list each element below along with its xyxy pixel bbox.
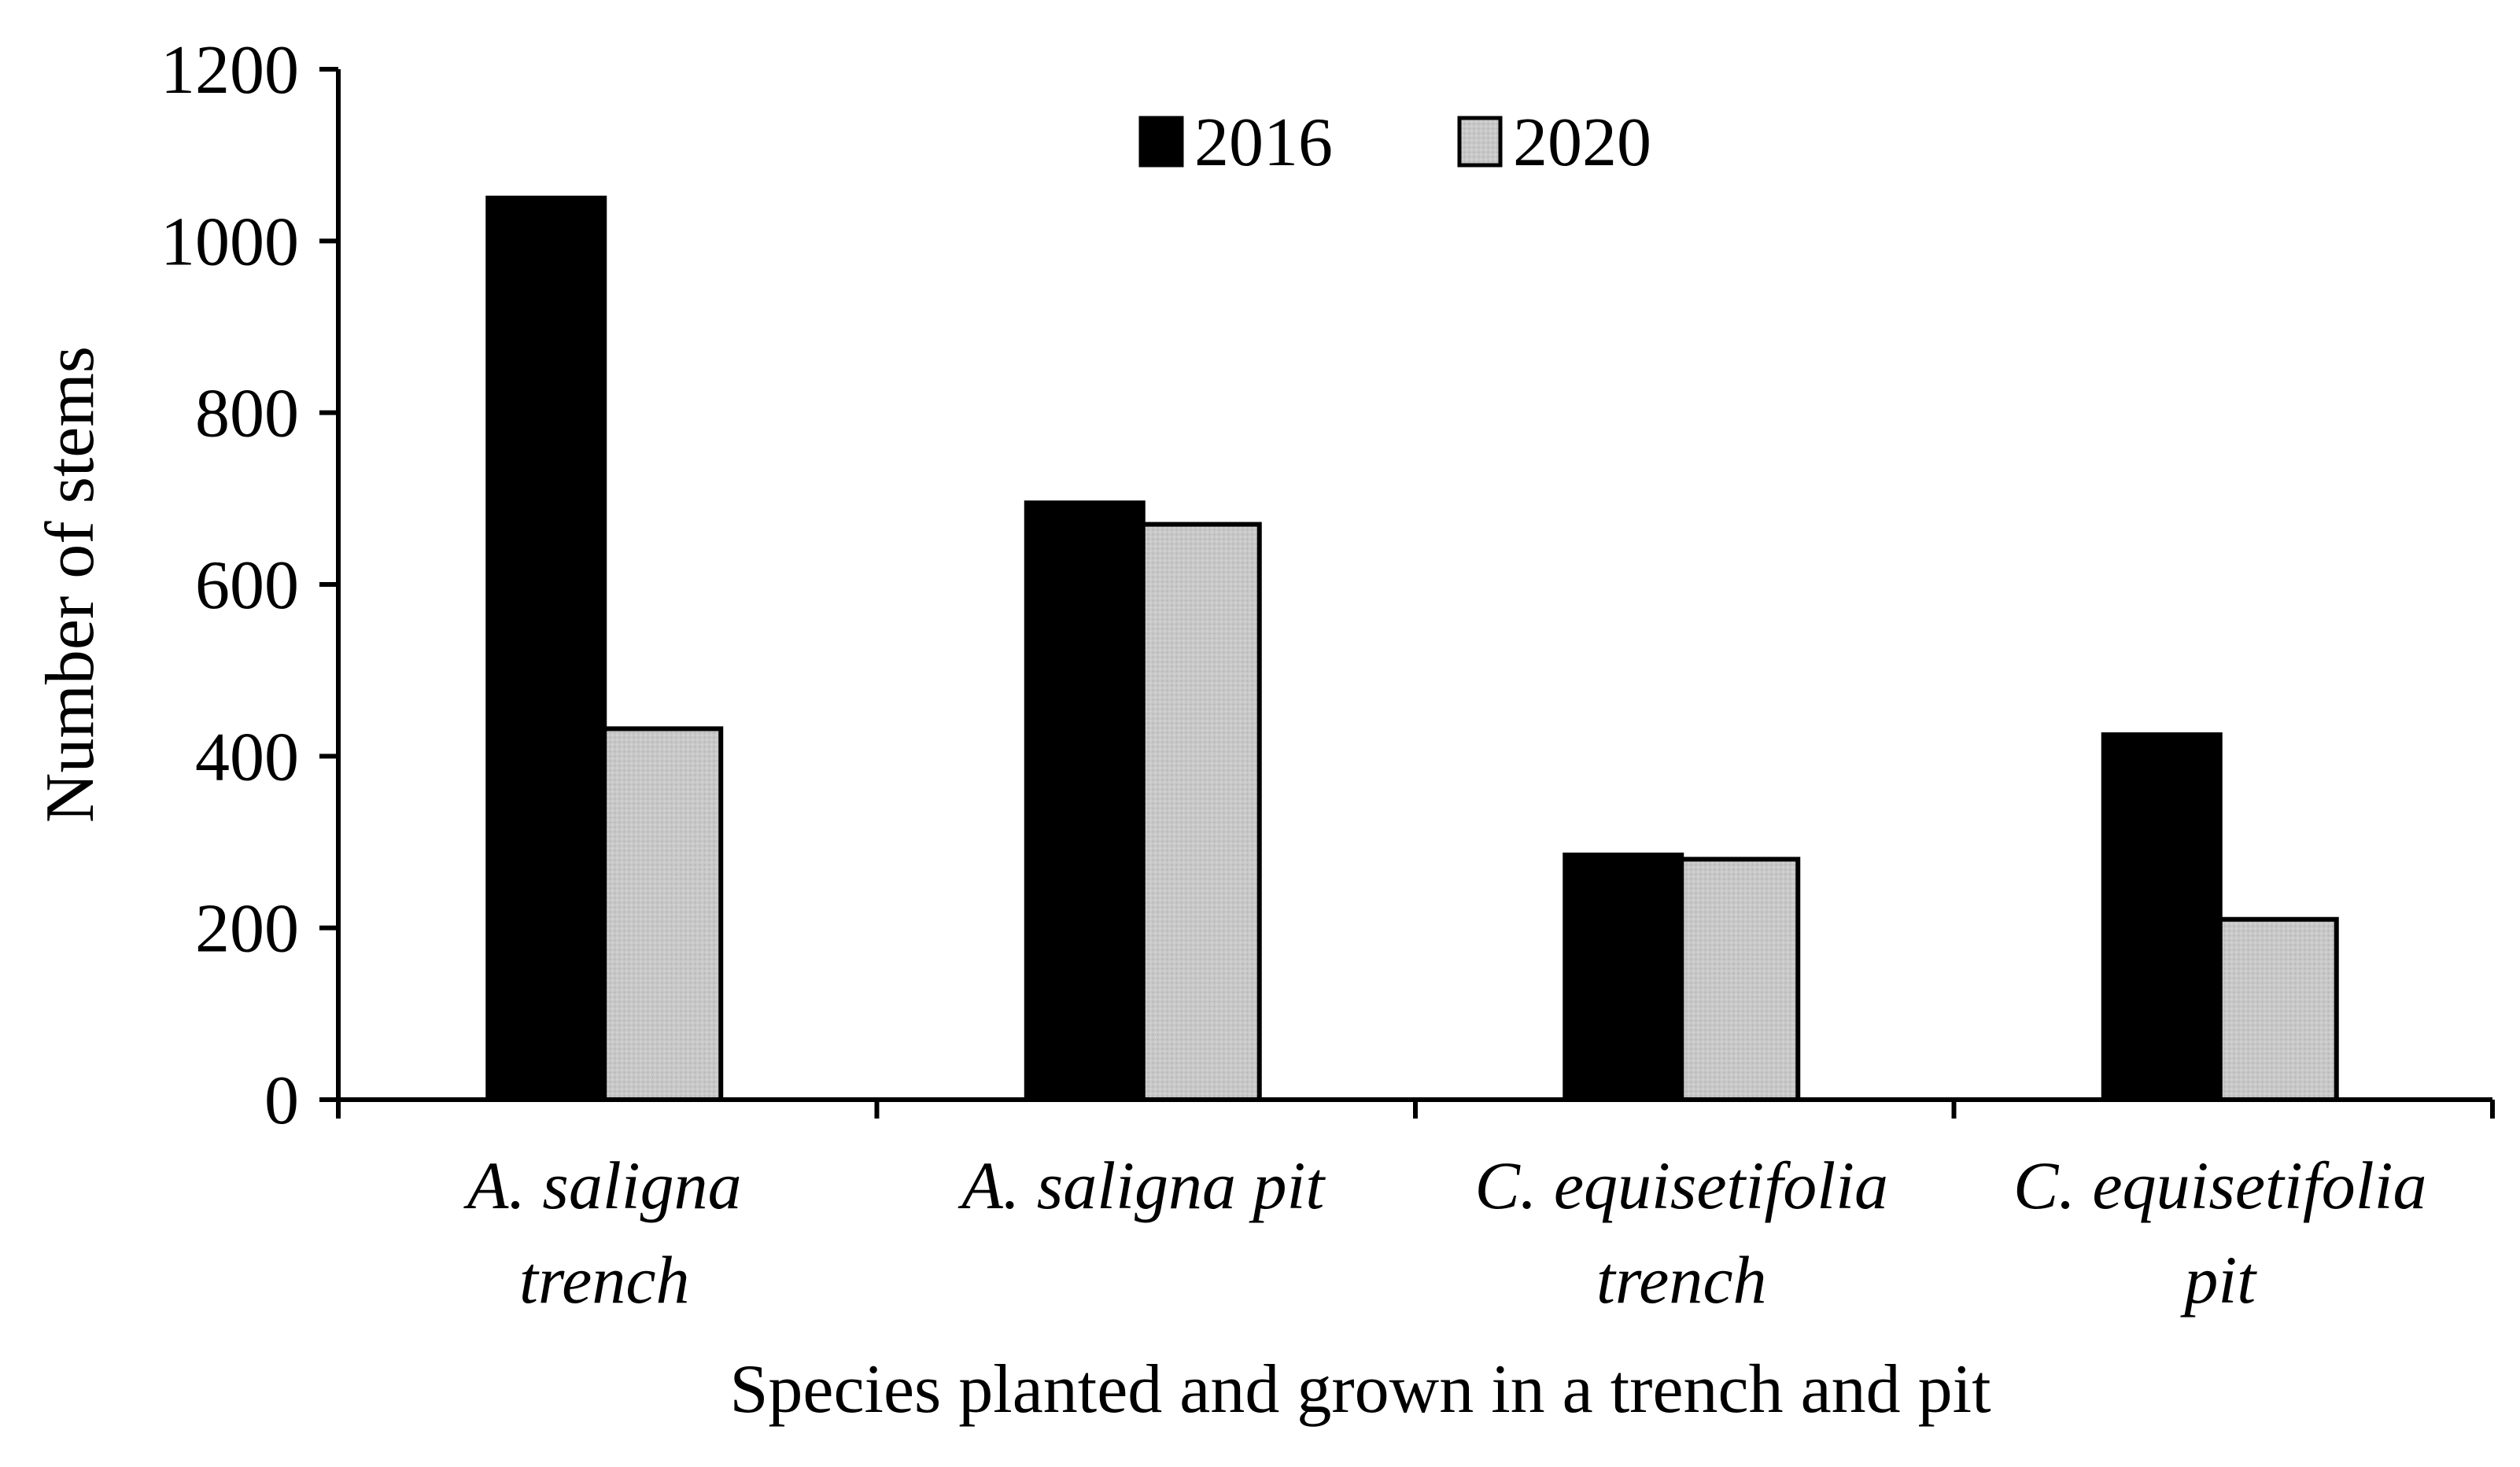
y-tick-label: 600 — [195, 547, 299, 624]
bar-2020-2 — [1140, 522, 1262, 1102]
bar-2020-3 — [1679, 857, 1801, 1103]
legend: 2016 2020 — [1138, 105, 1651, 181]
x-category-label: C. equisetifolia — [2013, 1148, 2427, 1223]
y-tick-label: 0 — [264, 1063, 299, 1139]
x-category-label: A. saligna — [463, 1148, 742, 1223]
bar-2016-1 — [485, 195, 607, 1102]
bar-2020-1 — [602, 726, 724, 1103]
legend-label-2016: 2016 — [1194, 105, 1333, 181]
legend-label-2020: 2020 — [1513, 105, 1651, 181]
y-tick-label: 200 — [195, 891, 299, 968]
bar-2016-3 — [1563, 852, 1684, 1102]
x-category-label: trench — [1596, 1242, 1767, 1318]
x-category-label: A. saligna pit — [957, 1148, 1326, 1223]
x-category-label: pit — [2179, 1242, 2257, 1318]
x-axis-title: Species planted and grown in a trench an… — [729, 1351, 1991, 1428]
axes: 0 200 400 600 800 1000 1200 — [160, 32, 2495, 1139]
legend-swatch-2016 — [1138, 116, 1184, 168]
bar-2020-4 — [2217, 916, 2339, 1102]
legend-swatch-2020 — [1457, 116, 1503, 168]
bar-2016-2 — [1024, 500, 1146, 1102]
bar-2016-4 — [2101, 732, 2223, 1103]
labels: Number of stems Species planted and grow… — [32, 346, 2427, 1428]
bars — [485, 195, 2339, 1103]
y-tick-label: 800 — [195, 376, 299, 452]
x-category-label: trench — [519, 1242, 690, 1318]
y-tick-label: 400 — [195, 719, 299, 795]
y-tick-label: 1000 — [160, 204, 299, 280]
x-category-label: C. equisetifolia — [1474, 1148, 1888, 1223]
y-axis-title: Number of stems — [32, 346, 109, 823]
y-tick-label: 1200 — [160, 32, 299, 109]
